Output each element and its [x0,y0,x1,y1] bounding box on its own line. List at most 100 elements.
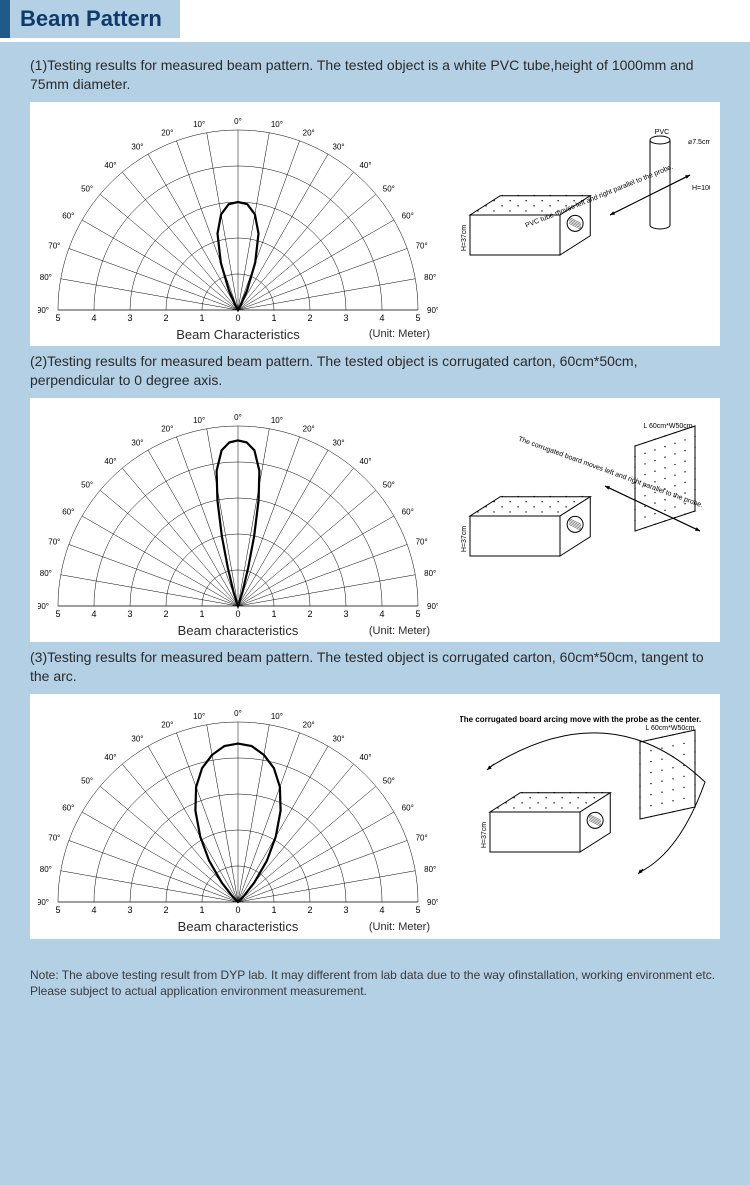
svg-text:60°: 60° [402,804,414,813]
svg-text:0°: 0° [234,117,242,126]
svg-text:3: 3 [343,609,348,619]
svg-text:70°: 70° [416,833,428,842]
svg-text:4: 4 [91,609,96,619]
svg-text:2: 2 [163,313,168,323]
svg-text:30°: 30° [333,734,345,743]
svg-text:0: 0 [235,313,240,323]
svg-text:20°: 20° [303,424,315,433]
svg-text:10°: 10° [193,712,205,721]
footnote: Note: The above testing result from DYP … [0,963,750,1023]
svg-text:0: 0 [235,609,240,619]
svg-text:5: 5 [55,609,60,619]
svg-text:L 60cm*W50cm: L 60cm*W50cm [645,725,694,732]
svg-text:5: 5 [55,905,60,915]
svg-text:30°: 30° [131,142,143,151]
content: (1)Testing results for measured beam pat… [0,42,750,963]
svg-text:1: 1 [271,313,276,323]
svg-text:20°: 20° [161,721,173,730]
panel-1: 90° 80° 70° 60° 50° 40° 30° 20° 10° 0° 10° 20° 30° 4 0… [30,102,720,346]
svg-text:H=37cm: H=37cm [461,526,468,552]
svg-text:80°: 80° [40,273,52,282]
svg-text:0°: 0° [234,709,242,718]
svg-text:1: 1 [271,905,276,915]
svg-text:3: 3 [127,313,132,323]
svg-text:20°: 20° [303,721,315,730]
svg-text:The corrugated board arcing mo: The corrugated board arcing move with th… [460,715,701,724]
svg-text:90°: 90° [38,602,49,611]
section-1-desc: (1)Testing results for measured beam pat… [30,56,720,94]
svg-text:90°: 90° [38,898,49,907]
svg-text:60°: 60° [402,507,414,516]
title-accent [0,0,10,38]
svg-text:40°: 40° [359,457,371,466]
svg-text:40°: 40° [104,753,116,762]
svg-text:70°: 70° [416,537,428,546]
svg-text:70°: 70° [416,241,428,250]
svg-text:2: 2 [163,905,168,915]
svg-text:2: 2 [163,609,168,619]
title-bar: Beam Pattern [0,0,750,38]
svg-text:60°: 60° [402,211,414,220]
svg-text:H=100cm: H=100cm [692,185,710,192]
header-section: Beam Pattern [0,0,750,42]
svg-text:4: 4 [91,905,96,915]
svg-text:30°: 30° [333,142,345,151]
svg-text:40°: 40° [359,161,371,170]
svg-text:3: 3 [343,313,348,323]
svg-text:10°: 10° [271,416,283,425]
svg-text:70°: 70° [48,537,60,546]
svg-text:10°: 10° [193,120,205,129]
svg-text:50°: 50° [81,777,93,786]
svg-text:90°: 90° [38,306,49,315]
svg-text:20°: 20° [161,128,173,137]
svg-text:60°: 60° [62,507,74,516]
setup-diagram-1: PVC⌀7.5cmH=100cmH=37cmPVC tube moves lef… [460,110,710,290]
svg-text:50°: 50° [383,184,395,193]
svg-text:20°: 20° [161,424,173,433]
svg-text:5: 5 [415,609,420,619]
svg-text:30°: 30° [131,438,143,447]
svg-text:0: 0 [235,905,240,915]
svg-text:90°: 90° [427,306,438,315]
svg-text:50°: 50° [81,184,93,193]
svg-text:4: 4 [379,609,384,619]
svg-text:4: 4 [379,313,384,323]
svg-text:90°: 90° [427,898,438,907]
svg-text:1: 1 [199,313,204,323]
svg-text:60°: 60° [62,211,74,220]
svg-text:H=37cm: H=37cm [461,224,468,250]
polar-chart-2: 90°80°70°60°50°40°30°20°10°0°10°20°30°40… [38,406,438,638]
svg-text:80°: 80° [424,865,436,874]
svg-text:20°: 20° [303,128,315,137]
svg-text:L 60cm*W50cm: L 60cm*W50cm [643,423,692,430]
svg-text:90°: 90° [427,602,438,611]
svg-text:0°: 0° [234,413,242,422]
svg-text:40°: 40° [359,753,371,762]
svg-text:80°: 80° [424,273,436,282]
polar-chart-1: 90° 80° 70° 60° 50° 40° 30° 20° 10° 0° 10° 20° 30° 4 0… [38,110,438,342]
svg-text:1: 1 [199,609,204,619]
svg-text:2: 2 [307,313,312,323]
svg-text:⌀7.5cm: ⌀7.5cm [688,139,710,146]
svg-text:5: 5 [415,313,420,323]
svg-text:2: 2 [307,905,312,915]
svg-text:1: 1 [199,905,204,915]
svg-text:PVC: PVC [655,129,669,136]
svg-text:30°: 30° [131,734,143,743]
panel-2: 90°80°70°60°50°40°30°20°10°0°10°20°30°40… [30,398,720,642]
svg-text:50°: 50° [383,777,395,786]
svg-text:80°: 80° [40,569,52,578]
svg-text:30°: 30° [333,438,345,447]
section-3-desc: (3)Testing results for measured beam pat… [30,648,720,686]
svg-text:60°: 60° [62,804,74,813]
svg-text:10°: 10° [271,712,283,721]
svg-text:10°: 10° [271,120,283,129]
setup-diagram-3: L 60cm*W50cmH=37cmThe corrugated board a… [460,702,710,882]
svg-text:3: 3 [127,609,132,619]
svg-text:50°: 50° [383,480,395,489]
svg-text:40°: 40° [104,457,116,466]
svg-text:5: 5 [415,905,420,915]
setup-diagram-2: L 60cm*W50cmH=37cmThe corrugated board m… [460,406,710,586]
svg-text:3: 3 [127,905,132,915]
svg-text:50°: 50° [81,480,93,489]
